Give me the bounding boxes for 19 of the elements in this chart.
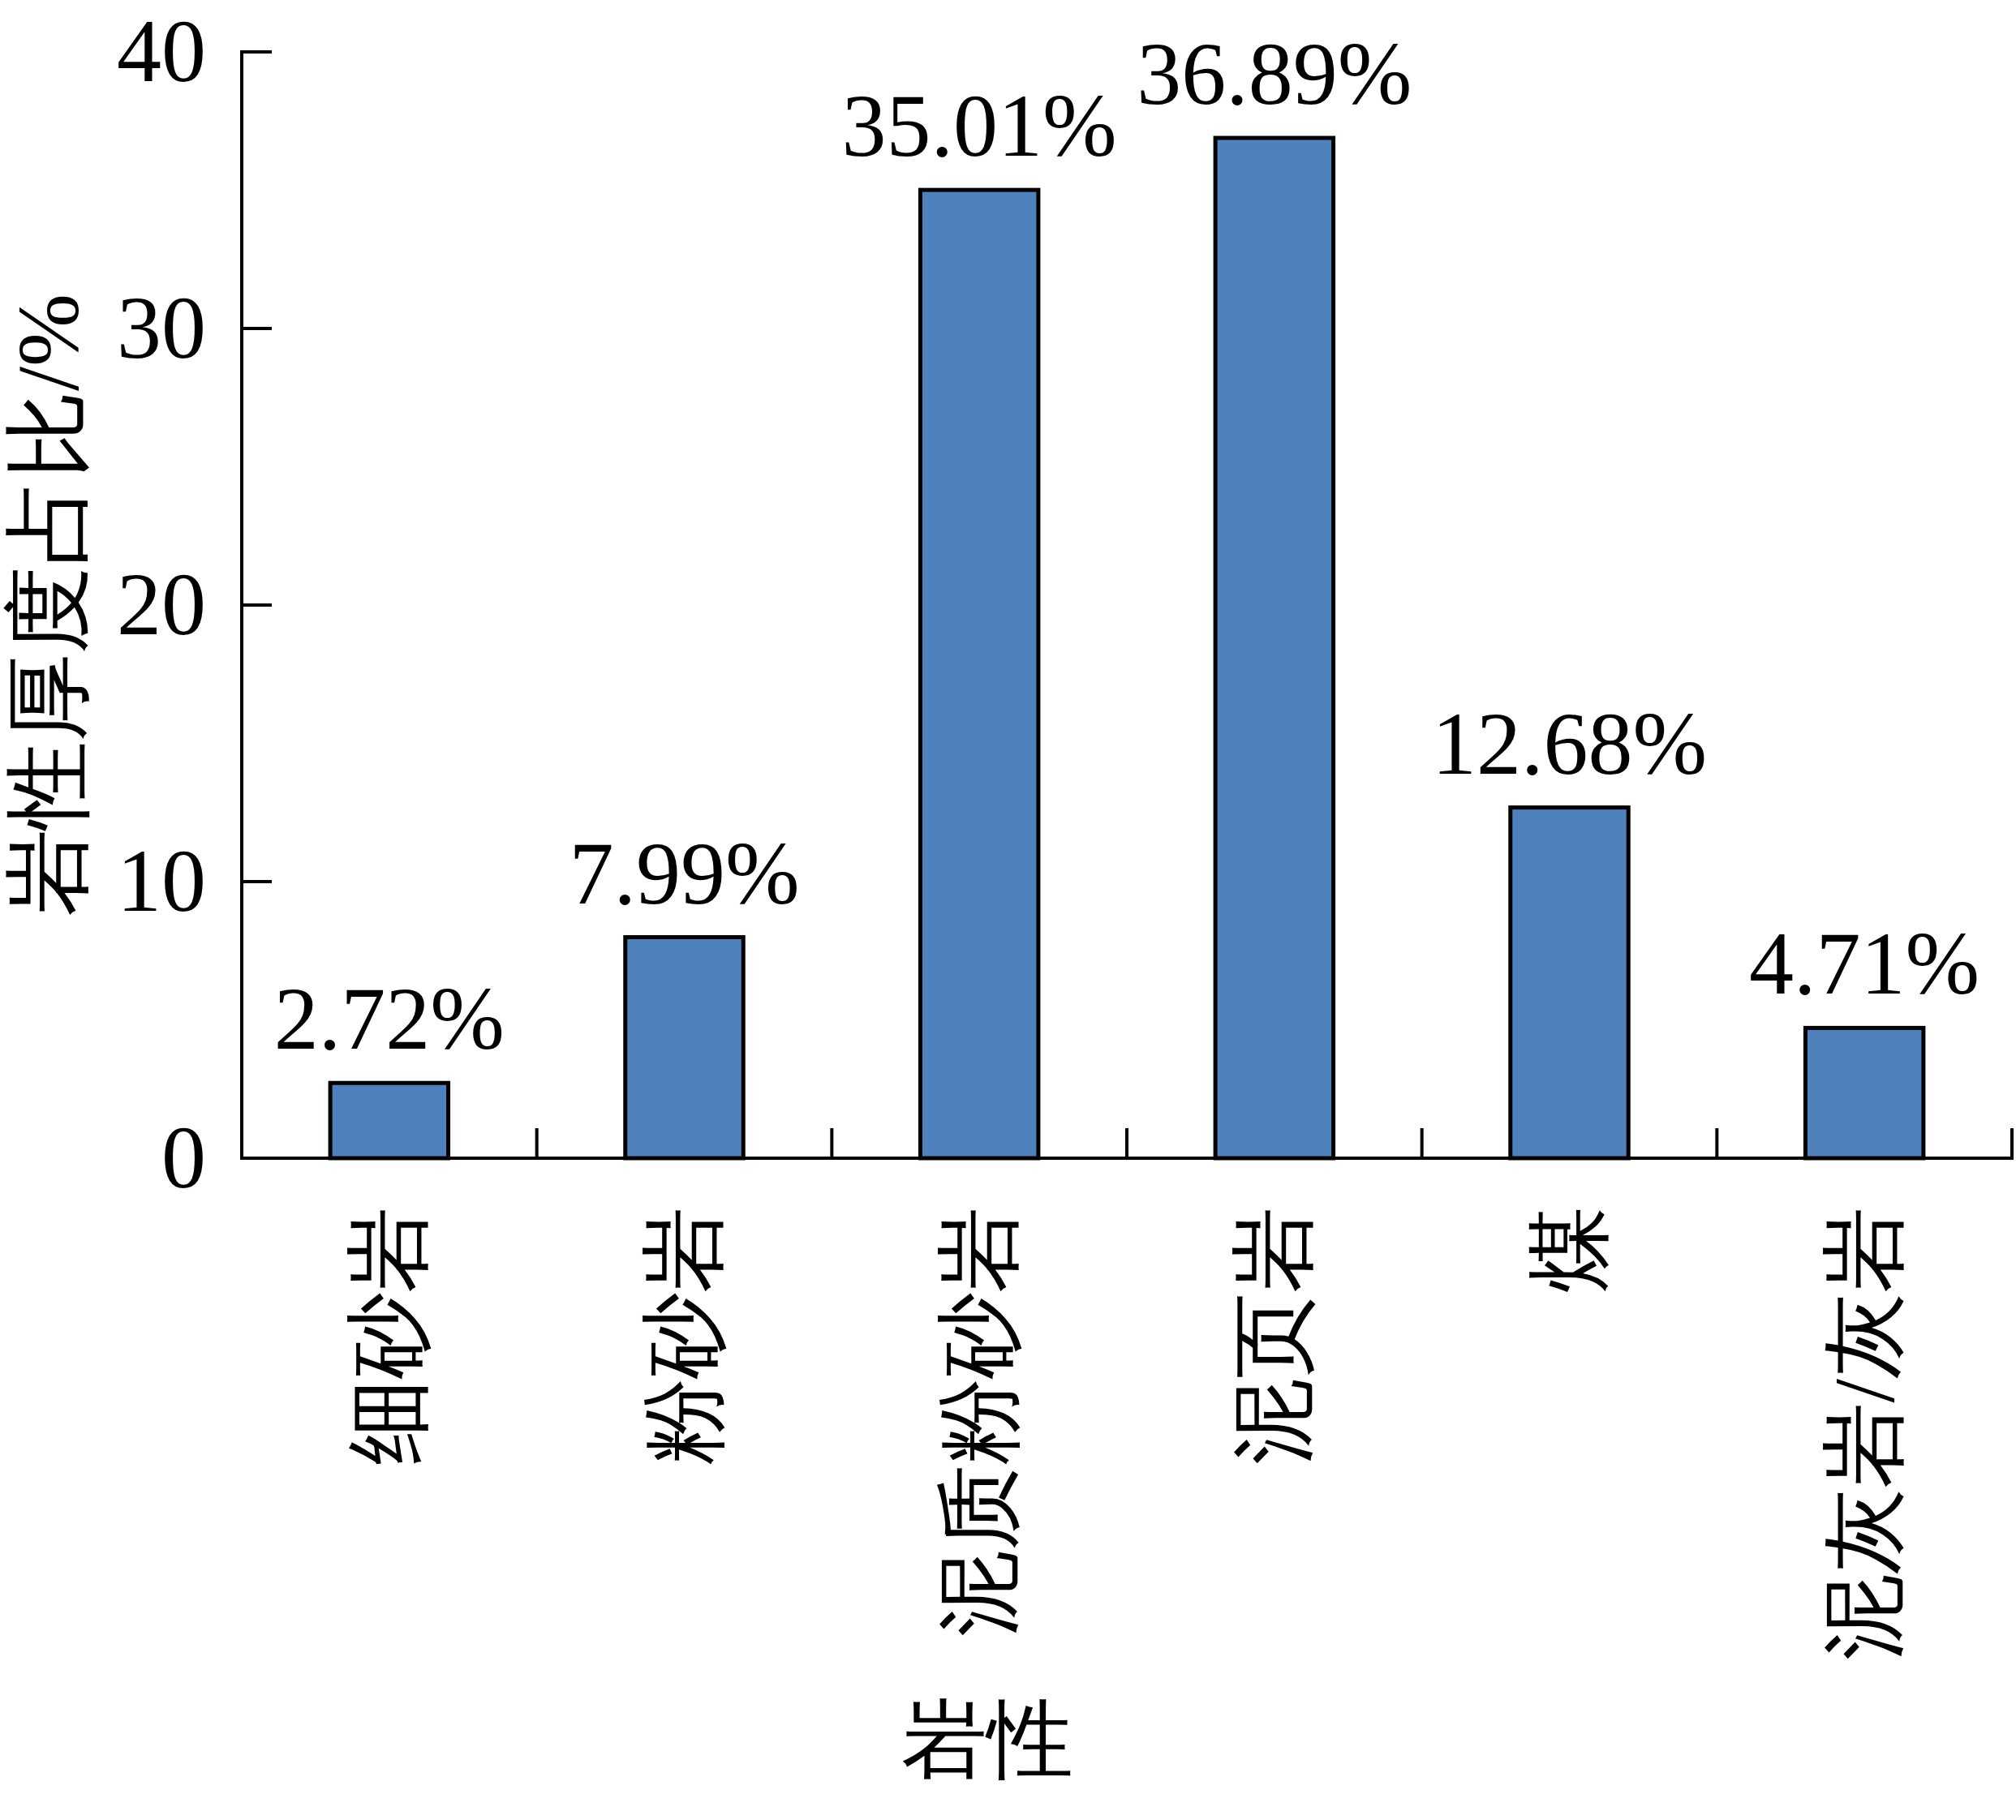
x-tick-label: 粉砂岩 xyxy=(637,1207,732,1465)
x-tick-label: 煤 xyxy=(1522,1207,1617,1293)
data-label: 4.71% xyxy=(1749,914,1980,1014)
data-label: 35.01% xyxy=(841,76,1117,176)
x-axis-title: 岩性 xyxy=(901,1692,1073,1788)
data-label: 2.72% xyxy=(273,969,505,1069)
data-label: 7.99% xyxy=(569,823,800,923)
x-tick-label: 泥灰岩/灰岩 xyxy=(1816,1207,1912,1661)
y-tick-label: 40 xyxy=(117,2,206,101)
x-tick-label: 泥质粉砂岩 xyxy=(931,1207,1027,1637)
y-tick-label: 20 xyxy=(117,555,206,654)
y-tick-label: 10 xyxy=(117,831,206,930)
data-label: 36.89% xyxy=(1137,24,1412,124)
x-tick-label: 细砂岩 xyxy=(342,1207,437,1465)
data-label: 12.68% xyxy=(1431,693,1708,793)
x-tick-label: 泥页岩 xyxy=(1227,1207,1322,1465)
y-tick-label: 30 xyxy=(117,278,206,377)
y-tick-label: 0 xyxy=(161,1108,206,1207)
y-axis-title: 岩性厚度占比/% xyxy=(0,294,97,916)
